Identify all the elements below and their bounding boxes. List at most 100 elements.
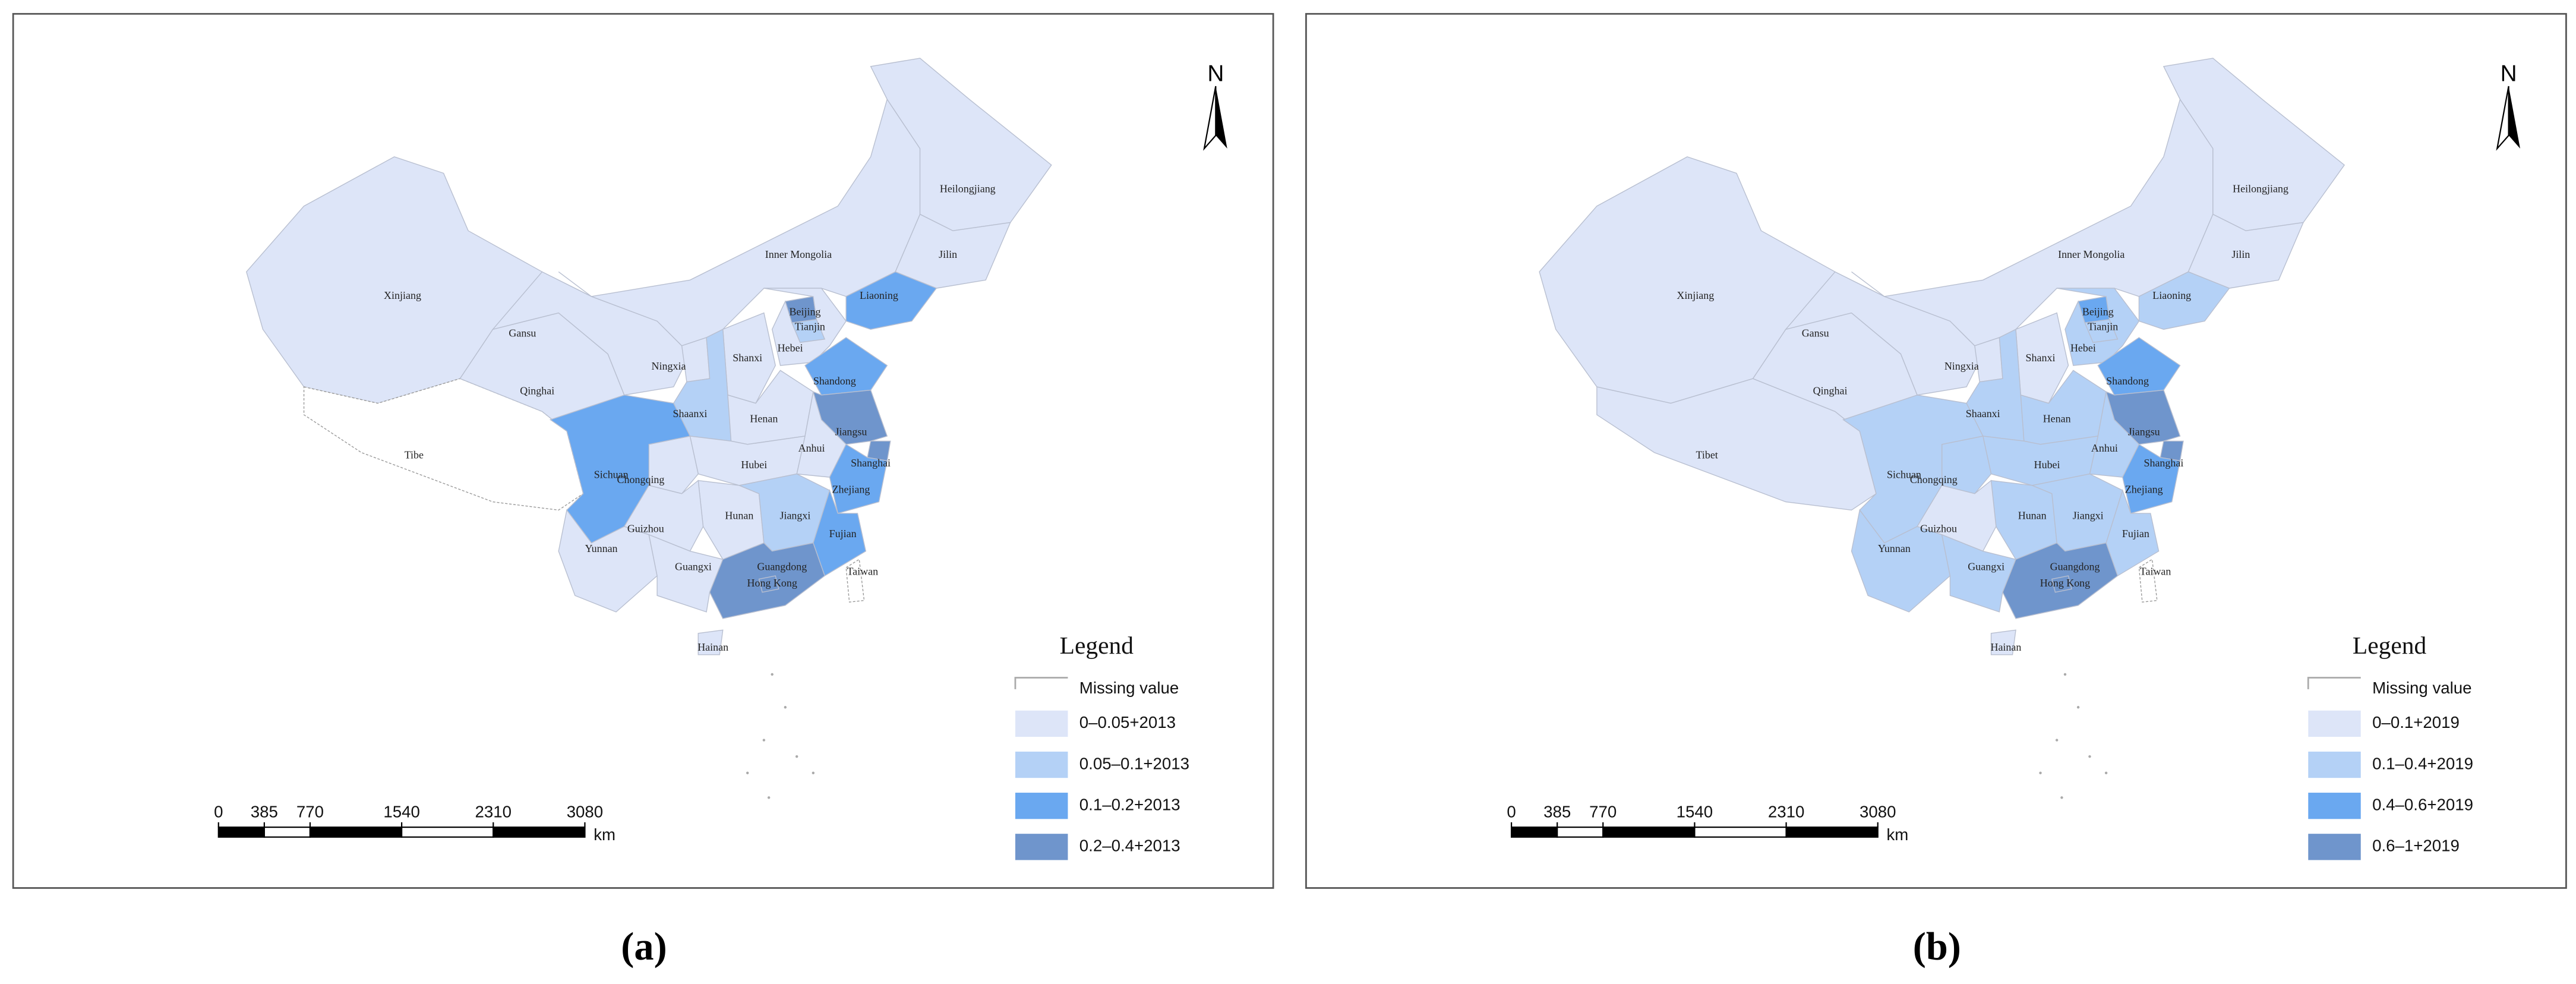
province (648, 534, 724, 613)
province (1596, 378, 1877, 511)
province-label: Gansu (509, 327, 536, 339)
province-label: Tianjin (795, 321, 825, 333)
province-label: Qinghai (520, 384, 554, 396)
province-label: Heilongjiang (940, 182, 996, 194)
scale-segment (401, 827, 494, 838)
map-panel: Xinjiang Tibe Qinghai Gansu Inner Mongolia He… (214, 58, 1227, 969)
scale-tick-label: 2310 (475, 803, 512, 821)
island (812, 771, 815, 775)
province (1990, 629, 2016, 655)
province-label: Shanghai (851, 457, 891, 469)
province-label: Hebei (778, 342, 803, 354)
island (2039, 771, 2042, 775)
province-label: Zhejiang (2125, 483, 2163, 495)
province-label: Jilin (939, 248, 957, 260)
province-label: Inner Mongolia (765, 248, 832, 260)
scale-tick-label: 770 (296, 803, 324, 821)
province-label: Shanxi (2026, 352, 2056, 364)
province (2057, 288, 2140, 366)
province-label: Gansu (1802, 327, 1829, 339)
scale-tick-label: 385 (1543, 803, 1571, 821)
province-label: Guangxi (675, 560, 712, 572)
legend-label: 0.4–0.6+2019 (2372, 795, 2473, 813)
province-label: Shanghai (2143, 457, 2183, 469)
province (845, 559, 865, 603)
province-label: Chongqing (617, 474, 665, 485)
province (763, 288, 847, 366)
scale-segment (309, 827, 403, 838)
province (1982, 436, 2099, 486)
province (1974, 337, 2003, 383)
scale-tick-label: 2310 (1768, 803, 1804, 821)
legend-label: 0.1–0.4+2019 (2372, 754, 2473, 772)
scale-tick-label: 3080 (1860, 803, 1896, 821)
island (771, 673, 774, 676)
island (784, 706, 787, 709)
province-label: Heilongjiang (2233, 182, 2288, 194)
province (2051, 575, 2072, 593)
province (1784, 271, 1984, 396)
scale-tick-label: 770 (1589, 803, 1617, 821)
province-label: Anhui (2091, 442, 2118, 454)
island (2088, 755, 2091, 758)
scale-tick-label: 0 (1507, 803, 1516, 821)
scale-tick-label: 1540 (1677, 803, 1713, 821)
province-label: Taiwan (847, 566, 878, 578)
legend-label: 0.05–0.1+2013 (1079, 754, 1189, 772)
province-label: Taiwan (2140, 566, 2171, 578)
province (2138, 559, 2158, 603)
province-label: Tianjin (2088, 321, 2118, 333)
island (767, 796, 771, 799)
province-label: Liaoning (860, 289, 898, 301)
legend-swatch (2307, 677, 2361, 689)
province-label: Xinjiang (384, 289, 421, 301)
province-label: Hebei (2070, 342, 2096, 354)
island (2104, 771, 2108, 775)
province (681, 337, 711, 383)
province-label: Xinjiang (1677, 289, 1714, 301)
province-label: Yunnan (585, 543, 618, 554)
panel-caption: (b) (1913, 925, 1961, 969)
province-label: Sichuan (1887, 468, 1921, 480)
province-label: Guangdong (757, 560, 807, 572)
map-panel: Xinjiang Tibet Qinghai Gansu Inner Mongolia H… (1507, 58, 2520, 969)
legend-title: Legend (1060, 632, 1134, 659)
island (2063, 673, 2067, 676)
province-label: Shandong (2106, 375, 2149, 387)
province-label: Ningxia (652, 360, 686, 372)
province-label: Liaoning (2152, 289, 2191, 301)
province-label: Anhui (798, 442, 825, 454)
scale-segment (1557, 827, 1604, 838)
province-label: Qinghai (1813, 384, 1848, 396)
province-label: Tibet (1696, 449, 1718, 461)
province-label: Hubei (2034, 459, 2060, 471)
province-label: Sichuan (594, 468, 629, 480)
province-label: Guangxi (1968, 560, 2004, 572)
province-label: Hainan (697, 641, 728, 653)
north-label: N (1207, 61, 1224, 87)
scale-tick-label: 385 (251, 803, 278, 821)
scale-segment (1785, 827, 1879, 838)
province (689, 436, 806, 486)
province-label: Hong Kong (747, 577, 797, 589)
island (762, 739, 766, 742)
province (697, 629, 724, 655)
legend-label: Missing value (2372, 679, 2471, 697)
province (2097, 337, 2181, 396)
province-label: Yunnan (1878, 543, 1911, 554)
province-label: Jiangsu (2128, 426, 2160, 438)
panel-caption: (a) (621, 925, 667, 969)
island (2076, 706, 2080, 709)
scale-segment (1510, 827, 1558, 838)
province-label: Henan (2043, 412, 2071, 424)
scale-unit: km (1886, 825, 1908, 844)
province-label: Fujian (829, 528, 857, 540)
scale-tick-label: 1540 (383, 803, 420, 821)
province-label: Hubei (741, 459, 767, 471)
province-label: Hunan (725, 510, 753, 522)
north-label: N (2501, 61, 2517, 87)
province (491, 271, 691, 396)
province-label: Jiangsu (835, 426, 867, 438)
